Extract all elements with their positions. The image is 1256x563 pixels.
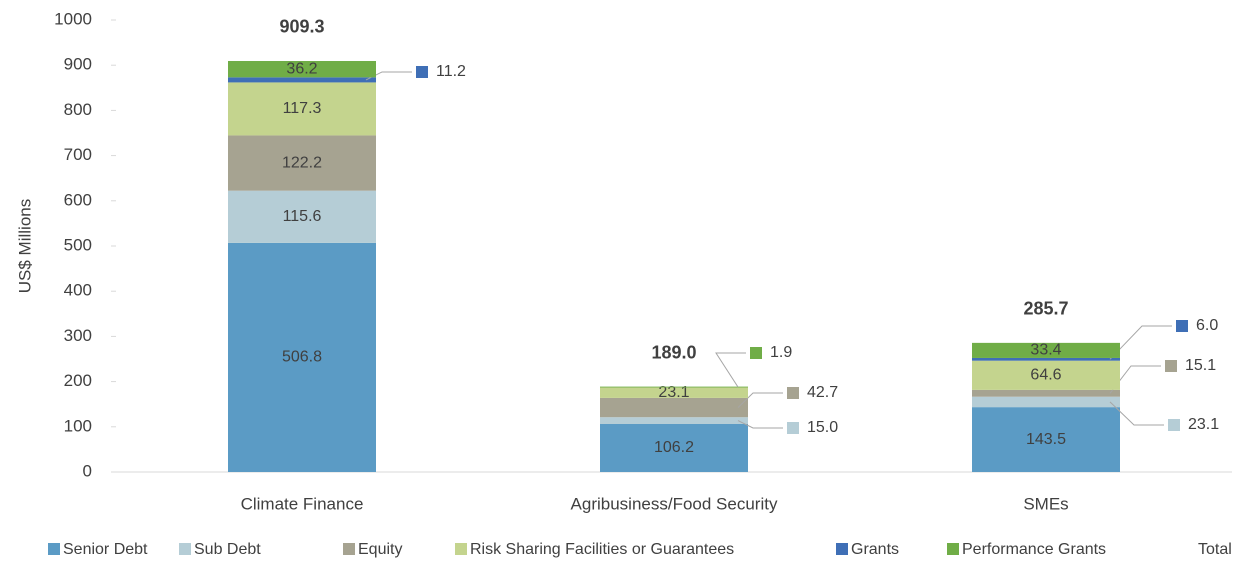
leader-line <box>1109 325 1172 360</box>
bar-segment <box>972 389 1120 397</box>
bar-segment <box>228 77 376 83</box>
legend-marker <box>947 543 959 555</box>
bar-segment <box>600 397 748 418</box>
callout-marker <box>1168 419 1180 431</box>
leader-line <box>1109 401 1164 426</box>
data-label: 143.5 <box>1026 431 1066 448</box>
leader-line <box>737 392 783 408</box>
callout-marker <box>1176 320 1188 332</box>
data-label: 115.6 <box>283 208 322 225</box>
y-tick-label: 100 <box>64 416 92 435</box>
data-label: 106.2 <box>654 439 694 456</box>
legend-label: Performance Grants <box>962 541 1106 558</box>
x-tick-label: Agribusiness/Food Security <box>571 494 778 513</box>
bar-segment <box>228 190 376 243</box>
data-label: 6.0 <box>1196 317 1218 334</box>
data-label: 15.1 <box>1185 357 1216 374</box>
bar-segment <box>228 242 376 472</box>
data-label: 64.6 <box>1030 366 1061 383</box>
data-label: 117.3 <box>283 100 322 117</box>
bar-segment <box>600 417 748 424</box>
x-tick-label: Climate Finance <box>241 494 364 513</box>
legend-label: Total <box>1198 541 1232 558</box>
bar-segment <box>600 386 748 388</box>
y-tick-label: 500 <box>64 235 92 254</box>
total-label: 909.3 <box>279 17 324 37</box>
bar-segment <box>228 82 376 136</box>
data-label: 23.1 <box>1188 416 1219 433</box>
legend-label: Equity <box>358 541 402 558</box>
legend-label: Sub Debt <box>194 541 261 558</box>
y-tick-label: 1000 <box>54 9 92 28</box>
bar-segment <box>972 407 1120 472</box>
data-label: 122.2 <box>282 154 322 171</box>
bar-segment <box>600 387 748 398</box>
bar-segment <box>972 360 1120 390</box>
total-label: 189.0 <box>651 342 696 362</box>
y-axis-label: US$ Millions <box>15 199 34 293</box>
y-tick-label: 300 <box>64 326 92 345</box>
legend-marker <box>455 543 467 555</box>
legend-marker <box>48 543 60 555</box>
data-label: 36.2 <box>286 60 317 77</box>
data-label: 11.2 <box>436 63 466 80</box>
legend-marker <box>343 543 355 555</box>
callout-marker <box>1165 360 1177 372</box>
legend-label: Risk Sharing Facilities or Guarantees <box>470 541 734 558</box>
y-tick-label: 400 <box>64 281 92 300</box>
y-tick-label: 0 <box>83 461 92 480</box>
leader-line <box>715 352 746 388</box>
bar-segment <box>972 357 1120 361</box>
y-tick-label: 900 <box>64 55 92 74</box>
data-label: 1.9 <box>770 344 792 361</box>
legend-label: Senior Debt <box>63 541 148 558</box>
y-tick-label: 200 <box>64 371 92 390</box>
data-label: 42.7 <box>807 384 838 401</box>
callout-marker <box>416 66 428 78</box>
bar-segment <box>972 342 1120 358</box>
legend-marker <box>179 543 191 555</box>
y-tick-label: 700 <box>64 145 92 164</box>
y-tick-label: 600 <box>64 190 92 209</box>
bar-segment <box>228 135 376 191</box>
total-label: 285.7 <box>1023 299 1068 319</box>
callout-marker <box>787 387 799 399</box>
y-tick-label: 800 <box>64 100 92 119</box>
x-tick-label: SMEs <box>1023 494 1068 513</box>
data-label: 23.1 <box>658 384 689 401</box>
data-label: 15.0 <box>807 419 838 436</box>
data-label: 33.4 <box>1030 342 1061 359</box>
bar-segment <box>972 396 1120 408</box>
leader-line <box>737 420 783 429</box>
callout-marker <box>750 347 762 359</box>
data-label: 506.8 <box>282 349 322 366</box>
callout-marker <box>787 422 799 434</box>
bar-segment <box>228 60 376 78</box>
legend-label: Grants <box>851 541 899 558</box>
legend-marker <box>836 543 848 555</box>
bar-segment <box>600 423 748 472</box>
